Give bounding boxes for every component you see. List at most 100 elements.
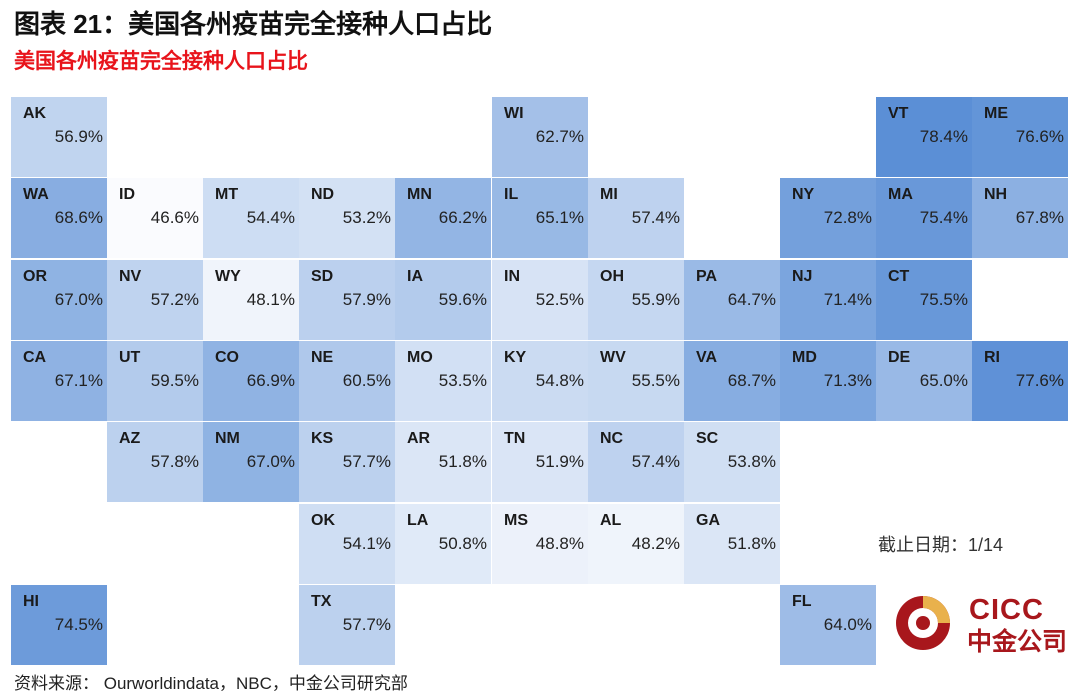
state-vaccination-rate: 56.9%: [54, 127, 103, 146]
state-tile-in: IN 52.5%: [492, 260, 588, 340]
state-tile-nc: NC 57.4%: [588, 422, 684, 502]
state-tile-de: DE 65.0%: [876, 341, 972, 421]
state-tile-mi: MI 57.4%: [588, 178, 684, 258]
state-vaccination-rate: 53.2%: [342, 208, 391, 227]
state-tile-tn: TN 51.9%: [492, 422, 588, 502]
state-abbr: OK: [311, 512, 335, 529]
state-tile-me: ME 76.6%: [972, 97, 1068, 177]
state-abbr: AK: [23, 105, 47, 122]
state-vaccination-rate: 53.8%: [727, 452, 776, 471]
state-abbr: HI: [23, 593, 39, 610]
state-tile-pa: PA 64.7%: [684, 260, 780, 340]
state-tile-ky: KY 54.8%: [492, 341, 588, 421]
state-abbr: WI: [504, 105, 524, 122]
state-abbr: NH: [984, 186, 1008, 203]
state-vaccination-rate: 62.7%: [535, 127, 584, 146]
state-tile-wy: WY 48.1%: [203, 260, 299, 340]
state-abbr: WA: [23, 186, 49, 203]
state-abbr: IN: [504, 268, 520, 285]
state-vaccination-rate: 55.5%: [631, 371, 680, 390]
state-tile-az: AZ 57.8%: [107, 422, 203, 502]
logo-text-cn: 中金公司: [967, 628, 1068, 656]
state-tile-al: AL 48.2%: [588, 504, 684, 584]
state-tile-nh: NH 67.8%: [972, 178, 1068, 258]
cicc-emblem-icon: [896, 596, 950, 650]
state-abbr: AZ: [119, 430, 141, 447]
state-vaccination-rate: 57.8%: [150, 452, 199, 471]
state-vaccination-rate: 64.7%: [727, 290, 776, 309]
state-tile-mn: MN 66.2%: [395, 178, 491, 258]
state-tile-ut: UT 59.5%: [107, 341, 203, 421]
state-tile-wv: WV 55.5%: [588, 341, 684, 421]
state-tile-ma: MA 75.4%: [876, 178, 972, 258]
state-abbr: ND: [311, 186, 335, 203]
state-vaccination-rate: 71.3%: [823, 371, 872, 390]
state-vaccination-rate: 57.7%: [342, 452, 391, 471]
state-vaccination-rate: 59.5%: [150, 371, 199, 390]
state-tile-ms: MS 48.8%: [492, 504, 588, 584]
map-subtitle: 美国各州疫苗完全接种人口占比: [14, 50, 308, 73]
as-of-date: 截止日期：1/14: [878, 535, 1004, 555]
state-vaccination-rate: 57.4%: [631, 452, 680, 471]
state-vaccination-rate: 78.4%: [919, 127, 968, 146]
state-tile-nj: NJ 71.4%: [780, 260, 876, 340]
state-vaccination-rate: 67.0%: [246, 452, 295, 471]
state-vaccination-rate: 57.2%: [150, 290, 199, 309]
state-abbr: GA: [696, 512, 720, 529]
state-tile-mo: MO 53.5%: [395, 341, 491, 421]
state-abbr: AL: [600, 512, 622, 529]
state-abbr: MS: [504, 512, 528, 529]
state-abbr: MA: [888, 186, 913, 203]
state-tile-wa: WA 68.6%: [11, 178, 107, 258]
state-tile-tx: TX 57.7%: [299, 585, 395, 665]
state-vaccination-rate: 57.9%: [342, 290, 391, 309]
state-abbr: IA: [407, 268, 423, 285]
state-tile-ak: AK 56.9%: [11, 97, 107, 177]
state-vaccination-rate: 67.8%: [1015, 208, 1064, 227]
state-tile-ne: NE 60.5%: [299, 341, 395, 421]
state-tile-ok: OK 54.1%: [299, 504, 395, 584]
state-abbr: LA: [407, 512, 429, 529]
state-abbr: ID: [119, 186, 135, 203]
state-vaccination-rate: 77.6%: [1015, 371, 1064, 390]
state-abbr: FL: [792, 593, 812, 610]
state-vaccination-rate: 66.9%: [246, 371, 295, 390]
state-abbr: OR: [23, 268, 47, 285]
state-vaccination-rate: 64.0%: [823, 615, 872, 634]
state-vaccination-rate: 52.5%: [535, 290, 584, 309]
state-abbr: KS: [311, 430, 334, 447]
state-vaccination-rate: 53.5%: [438, 371, 487, 390]
state-vaccination-rate: 60.5%: [342, 371, 391, 390]
state-vaccination-rate: 50.8%: [438, 534, 487, 553]
state-abbr: IL: [504, 186, 519, 203]
state-abbr: AR: [407, 430, 431, 447]
state-vaccination-rate: 67.0%: [54, 290, 103, 309]
state-vaccination-rate: 76.6%: [1015, 127, 1064, 146]
state-vaccination-rate: 46.6%: [150, 208, 199, 227]
state-vaccination-rate: 57.4%: [631, 208, 680, 227]
state-abbr: MN: [407, 186, 432, 203]
state-abbr: CT: [888, 268, 910, 285]
state-vaccination-rate: 48.2%: [631, 534, 680, 553]
state-abbr: NE: [311, 349, 334, 366]
state-vaccination-rate: 74.5%: [54, 615, 103, 634]
state-tile-vt: VT 78.4%: [876, 97, 972, 177]
state-vaccination-rate: 48.1%: [246, 290, 295, 309]
state-tile-ri: RI 77.6%: [972, 341, 1068, 421]
state-tile-nd: ND 53.2%: [299, 178, 395, 258]
state-tile-sd: SD 57.9%: [299, 260, 395, 340]
state-abbr: SC: [696, 430, 719, 447]
source-note: 资料来源： Ourworldindata，NBC，中金公司研究部: [14, 674, 408, 693]
state-tile-ny: NY 72.8%: [780, 178, 876, 258]
state-abbr: NC: [600, 430, 624, 447]
state-abbr: CA: [23, 349, 47, 366]
state-abbr: NJ: [792, 268, 813, 285]
state-tile-co: CO 66.9%: [203, 341, 299, 421]
state-abbr: ME: [984, 105, 1008, 122]
state-abbr: MT: [215, 186, 239, 203]
state-vaccination-rate: 55.9%: [631, 290, 680, 309]
state-vaccination-rate: 51.9%: [535, 452, 584, 471]
state-vaccination-rate: 75.5%: [919, 290, 968, 309]
state-tile-va: VA 68.7%: [684, 341, 780, 421]
